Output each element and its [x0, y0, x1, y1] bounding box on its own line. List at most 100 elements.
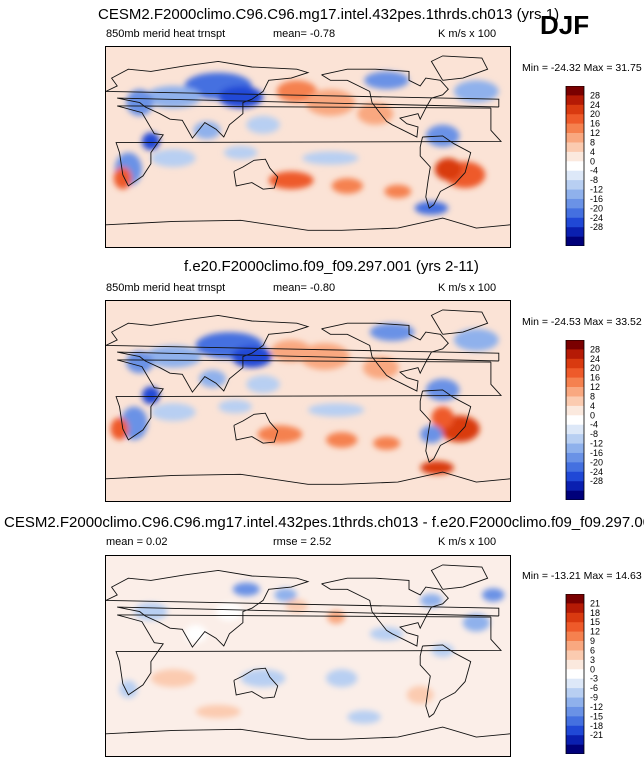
colorbar-tick-label: 12: [590, 382, 600, 392]
panel-1-variable: 850mb merid heat trnspt: [106, 28, 226, 40]
field-contour: [246, 115, 280, 134]
panel-1-title: CESM2.F2000climo.C96.C96.mg17.intel.432p…: [98, 6, 560, 23]
field-contour: [141, 386, 160, 405]
coastline: [321, 68, 449, 138]
field-contour: [420, 461, 454, 475]
field-contour: [110, 417, 129, 440]
field-contour: [134, 602, 168, 621]
colorbar-swatch: [566, 236, 584, 247]
field-contour: [218, 85, 264, 109]
field-contour: [268, 171, 314, 190]
coastline: [106, 726, 510, 740]
coastline: [115, 614, 503, 696]
colorbar-tick-label: 12: [590, 128, 600, 138]
panel-2-variable: 850mb merid heat trnspt: [106, 282, 226, 294]
coastline: [430, 55, 489, 81]
field-contour: [232, 582, 260, 596]
field-contour: [453, 80, 499, 103]
field-contour: [431, 406, 454, 429]
season-label: DJF: [540, 10, 590, 40]
colorbar-swatch: [566, 490, 584, 501]
colorbar-swatch: [566, 434, 584, 444]
colorbar-swatch: [566, 725, 584, 736]
colorbar-tick-label: 0: [590, 410, 595, 420]
panel-1-units: K m/s x 100: [438, 28, 497, 40]
colorbar-swatch: [566, 622, 584, 632]
field-contour: [141, 132, 160, 151]
colorbar-tick-label: -4: [590, 420, 598, 430]
colorbar-swatch: [566, 462, 584, 473]
colorbar-swatch: [566, 95, 584, 106]
field-contour: [231, 345, 273, 368]
field-contour: [462, 613, 490, 632]
panel-2-colorbar: 28 24 20 16 12 8 4 0 -4 -8 -12 -16 -20 -24 -28: [564, 339, 624, 501]
colorbar-swatch: [566, 641, 584, 651]
colorbar-tick-label: 20: [590, 363, 600, 373]
colorbar-swatch: [566, 659, 584, 670]
colorbar-tick-label: -21: [590, 730, 603, 740]
colorbar-swatch: [566, 650, 584, 661]
field-contour: [246, 375, 280, 394]
panel-3-minmax: Min = -13.21 Max = 14.63: [522, 570, 642, 582]
field-contour: [420, 593, 443, 608]
colorbar-swatch: [566, 481, 584, 491]
field-contour: [274, 588, 297, 602]
colorbar-tick-label: 12: [590, 627, 600, 637]
colorbar-tick-label: 8: [590, 392, 595, 402]
colorbar-tick-label: -12: [590, 185, 603, 195]
colorbar-tick-label: -4: [590, 166, 598, 176]
field-contour: [218, 399, 252, 414]
field-contour: [482, 588, 505, 602]
field-contour: [406, 686, 434, 704]
colorbar-tick-label: 15: [590, 617, 600, 627]
map-background: [106, 47, 510, 247]
colorbar-swatch: [566, 123, 584, 134]
coastline: [430, 564, 489, 590]
colorbar-swatch: [566, 189, 584, 200]
field-contour: [145, 85, 202, 109]
colorbar-swatch: [566, 180, 584, 190]
field-contour: [326, 432, 358, 448]
field-contour: [453, 328, 499, 351]
coastline: [430, 309, 489, 335]
colorbar-tick-label: -18: [590, 721, 603, 731]
field-contour: [326, 669, 358, 688]
panel-1-mean: mean= -0.78: [273, 28, 336, 40]
coastline: [419, 389, 472, 463]
colorbar-swatch: [566, 744, 584, 755]
coastline: [106, 60, 500, 139]
colorbar-swatch: [566, 424, 584, 435]
colorbar-tick-label: -3: [590, 674, 598, 684]
colorbar-swatch: [566, 396, 584, 407]
panel-3-map: [105, 555, 511, 757]
field-contour: [327, 610, 346, 624]
colorbar-swatch: [566, 133, 584, 143]
panel-2-units: K m/s x 100: [438, 282, 497, 294]
coastline: [115, 359, 503, 441]
field-contour: [184, 624, 207, 643]
coastline: [321, 577, 449, 647]
panel-3-title: CESM2.F2000climo.C96.C96.mg17.intel.432p…: [4, 514, 644, 531]
field-contour: [384, 184, 412, 199]
colorbar-swatch: [566, 368, 584, 378]
field-contour: [373, 436, 401, 450]
field-contour: [369, 323, 415, 341]
colorbar-tick-label: 24: [590, 100, 600, 110]
panel-2-map: [105, 300, 511, 502]
colorbar-swatch: [566, 612, 584, 623]
coastline: [233, 158, 279, 190]
field-contour: [369, 627, 404, 641]
colorbar-tick-label: -12: [590, 702, 603, 712]
colorbar-tick-label: -8: [590, 175, 598, 185]
colorbar-tick-label: 3: [590, 655, 595, 665]
panel-1-colorbar: 28 24 20 16 12 8 4 0 -4 -8 -12 -16 -20 -24 -28: [564, 85, 624, 247]
colorbar-swatch: [566, 678, 584, 689]
field-contour: [193, 121, 221, 140]
colorbar-tick-label: -6: [590, 683, 598, 693]
colorbar-swatch: [566, 631, 584, 642]
field-contour: [195, 704, 241, 719]
panel-2-mean: mean= -0.80: [273, 282, 336, 294]
panel-1-minmax: Min = -24.32 Max = 31.75: [522, 62, 642, 74]
colorbar-swatch: [566, 603, 584, 614]
panel-3-rmse: rmse = 2.52: [273, 536, 332, 548]
